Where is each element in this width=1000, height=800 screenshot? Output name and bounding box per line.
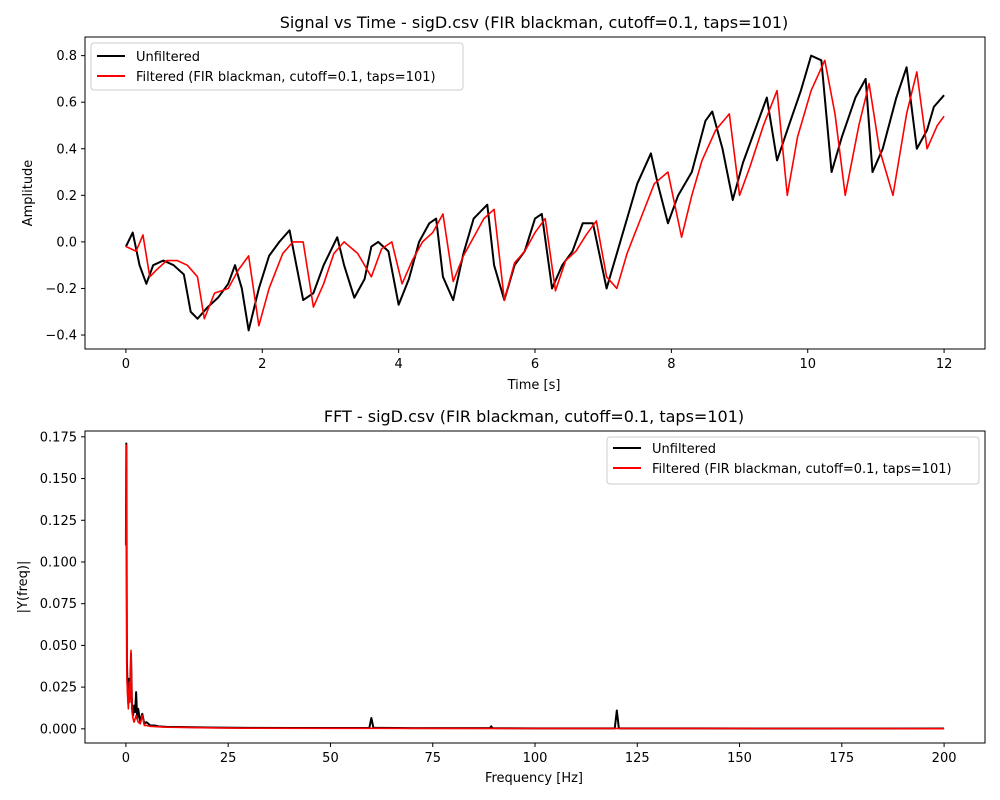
fft-x-tick-label: 125 [625, 751, 650, 766]
time-legend-filtered-label: Filtered (FIR blackman, cutoff=0.1, taps… [136, 70, 436, 85]
fft-y-tick-label: 0.075 [40, 597, 77, 612]
fft-x-tick-label: 150 [727, 751, 752, 766]
fft-y-ticks: 0.000 0.025 0.050 0.075 0.100 0.125 0.150 0.175 [40, 430, 85, 737]
time-x-tick-label: 8 [667, 357, 675, 372]
fft-series-line-filtered [125, 444, 945, 730]
time-y-tick-label: 0.2 [56, 189, 77, 204]
time-series-lines [125, 54, 945, 332]
fft-y-tick-label: 0.025 [40, 681, 77, 696]
fft-x-tick-label: 50 [322, 751, 339, 766]
fft-y-tick-label: 0.125 [40, 514, 77, 529]
time-y-tick-label: 0.8 [56, 49, 77, 64]
time-domain-chart: Signal vs Time - sigD.csv (FIR blackman,… [21, 13, 986, 393]
fft-y-tick-label: 0.050 [40, 639, 77, 654]
fft-chart-title: FFT - sigD.csv (FIR blackman, cutoff=0.1… [324, 407, 744, 426]
fft-y-tick-label: 0.000 [40, 722, 77, 737]
time-chart-title: Signal vs Time - sigD.csv (FIR blackman,… [280, 13, 789, 32]
time-x-tick-label: 6 [531, 357, 539, 372]
time-x-axis-label: Time [s] [507, 378, 561, 393]
fft-series-lines [124, 442, 945, 730]
fft-x-tick-label: 100 [523, 751, 548, 766]
fft-y-axis-label: |Y(freq)| [16, 561, 31, 614]
fft-chart: FFT - sigD.csv (FIR blackman, cutoff=0.1… [16, 407, 986, 786]
time-x-tick-label: 10 [799, 357, 816, 372]
time-x-tick-label: 12 [936, 357, 953, 372]
fft-x-tick-label: 0 [122, 751, 130, 766]
time-y-tick-label: 0.4 [56, 142, 77, 157]
time-x-tick-label: 4 [394, 357, 402, 372]
time-series-line-filtered [125, 59, 945, 327]
time-y-axis-label: Amplitude [21, 160, 36, 227]
time-y-tick-label: −0.2 [45, 282, 77, 297]
time-x-tick-label: 2 [258, 357, 266, 372]
fft-x-tick-label: 25 [220, 751, 237, 766]
time-y-tick-label: 0.6 [56, 96, 77, 111]
time-y-tick-label: 0.0 [56, 235, 77, 250]
fft-x-tick-label: 200 [932, 751, 957, 766]
fft-x-ticks: 0 25 50 75 100 125 150 175 200 [122, 743, 957, 766]
time-x-tick-label: 0 [122, 357, 130, 372]
time-legend-box [90, 42, 464, 91]
fft-legend: Unfiltered Filtered (FIR blackman, cutof… [606, 436, 980, 485]
fft-x-axis-label: Frequency [Hz] [485, 771, 583, 786]
time-x-ticks: 0 2 4 6 8 10 12 [122, 349, 953, 372]
fft-y-tick-label: 0.100 [40, 555, 77, 570]
fft-x-tick-label: 75 [424, 751, 441, 766]
fft-legend-box [606, 436, 980, 485]
time-legend-unfiltered-label: Unfiltered [136, 50, 200, 65]
fft-y-tick-label: 0.175 [40, 430, 77, 445]
fft-x-tick-label: 175 [829, 751, 854, 766]
fft-legend-unfiltered-label: Unfiltered [652, 442, 716, 457]
time-legend: Unfiltered Filtered (FIR blackman, cutof… [90, 42, 464, 91]
fft-legend-filtered-label: Filtered (FIR blackman, cutoff=0.1, taps… [652, 462, 952, 477]
fft-y-tick-label: 0.150 [40, 472, 77, 487]
time-y-tick-label: −0.4 [45, 329, 77, 344]
time-y-ticks: −0.4 −0.2 0.0 0.2 0.4 0.6 0.8 [45, 49, 85, 344]
